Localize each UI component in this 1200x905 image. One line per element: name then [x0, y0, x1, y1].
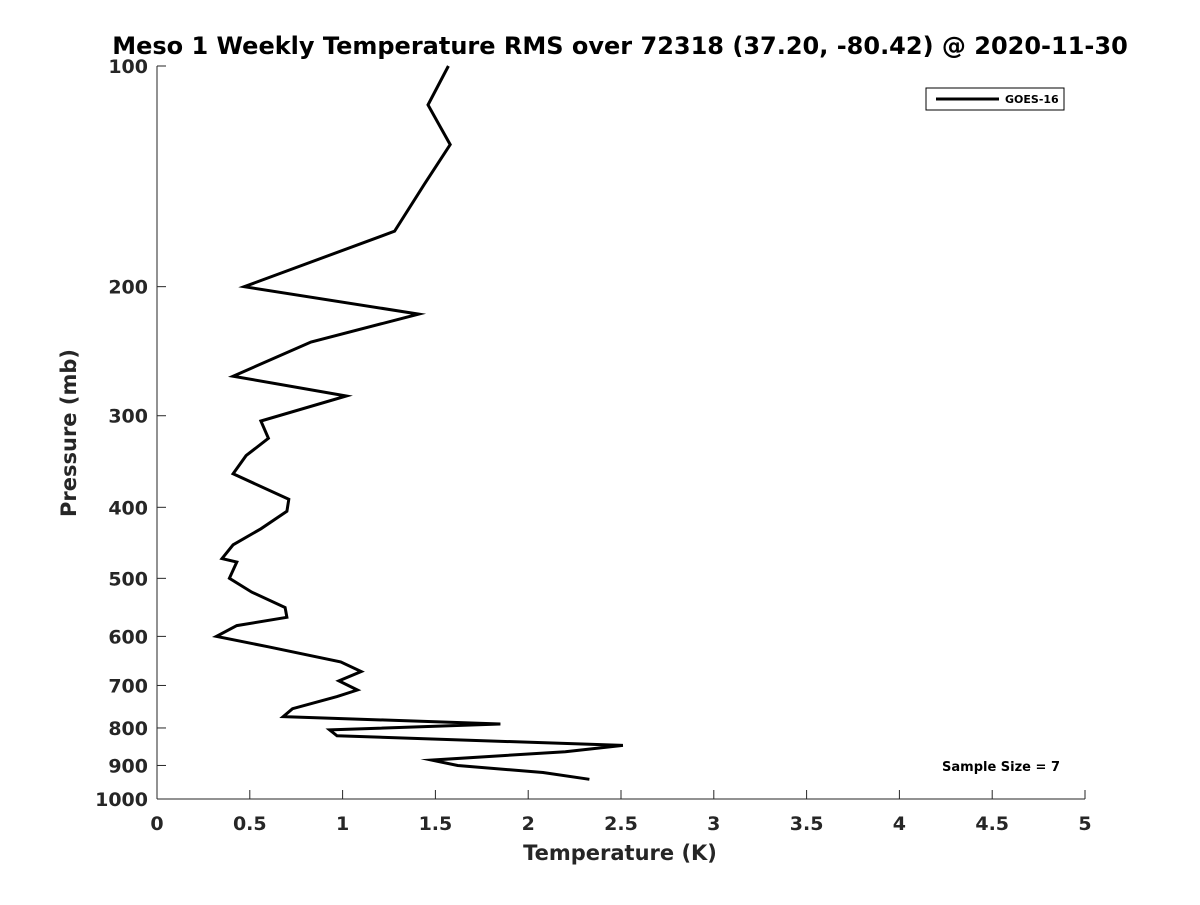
y-tick-label: 400: [108, 497, 148, 519]
axes: 0 0.5 1 1.5 2 2.5 3 3.5 4 4.5 5 100 200 300 400 500 600 7…: [95, 56, 1092, 835]
y-tick-label: 500: [108, 568, 148, 590]
y-tick-label: 800: [108, 718, 148, 740]
x-tick-label: 2: [522, 813, 535, 835]
x-tick-label: 1.5: [419, 813, 453, 835]
x-tick-label: 3: [707, 813, 720, 835]
x-tick-label: 3.5: [790, 813, 824, 835]
y-tick-label: 700: [108, 675, 148, 697]
x-axis-label: Temperature (K): [523, 841, 717, 865]
legend: GOES-16: [925, 87, 1065, 111]
y-tick-label: 1000: [95, 789, 148, 811]
x-tick-label: 0.5: [233, 813, 267, 835]
x-tick-label: 4: [893, 813, 906, 835]
y-tick-label: 300: [108, 406, 148, 428]
x-tick-label: 0: [150, 813, 163, 835]
series-layer: [211, 65, 624, 781]
legend-label: GOES-16: [1005, 93, 1059, 106]
sample-size-annotation: Sample Size = 7: [942, 760, 1060, 775]
x-tick-label: 1: [336, 813, 349, 835]
y-tick-label: 900: [108, 755, 148, 777]
x-tick-label: 2.5: [604, 813, 638, 835]
y-axis-label: Pressure (mb): [57, 349, 81, 517]
x-tick-label: 5: [1078, 813, 1091, 835]
y-tick-label: 600: [108, 626, 148, 648]
series-line-0: [211, 65, 624, 781]
chart-title: Meso 1 Weekly Temperature RMS over 72318…: [112, 32, 1128, 60]
y-tick-label: 100: [108, 56, 148, 78]
y-tick-label: 200: [108, 277, 148, 299]
x-tick-label: 4.5: [975, 813, 1009, 835]
